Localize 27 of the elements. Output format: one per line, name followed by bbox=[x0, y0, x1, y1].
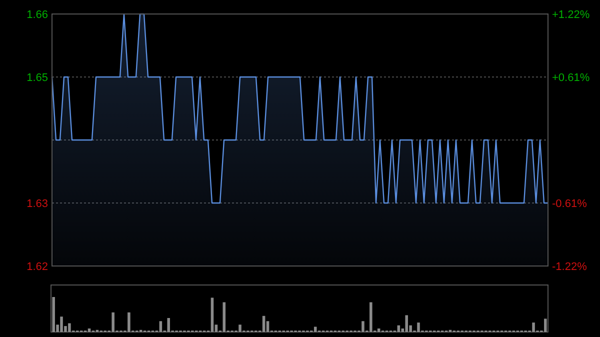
bar bbox=[112, 312, 114, 332]
bar bbox=[314, 326, 317, 332]
bar bbox=[370, 302, 372, 332]
bar bbox=[68, 323, 71, 332]
bar bbox=[128, 312, 130, 332]
y-tick-label: 1.63 bbox=[26, 198, 48, 210]
bar bbox=[210, 298, 214, 332]
bar bbox=[417, 322, 420, 332]
y2-tick-label: -0.61% bbox=[552, 198, 588, 210]
y-tick-label: 1.65 bbox=[26, 72, 48, 84]
bar bbox=[60, 316, 63, 332]
y-tick-label: 1.66 bbox=[26, 8, 48, 21]
bar bbox=[377, 328, 380, 332]
y2-tick-label: +0.61% bbox=[552, 72, 590, 84]
y-tick-label: 1.62 bbox=[26, 260, 48, 273]
bar bbox=[88, 328, 91, 332]
y2-tick-label: -1.22% bbox=[552, 260, 588, 273]
bar bbox=[52, 297, 55, 332]
bar bbox=[532, 322, 535, 332]
bar bbox=[222, 302, 226, 332]
bar bbox=[167, 318, 170, 332]
bar bbox=[405, 315, 408, 332]
bar bbox=[238, 324, 242, 332]
bar bbox=[159, 321, 162, 332]
bar bbox=[362, 321, 364, 332]
bar bbox=[544, 318, 547, 332]
y2-tick-label: +1.22% bbox=[552, 8, 590, 21]
